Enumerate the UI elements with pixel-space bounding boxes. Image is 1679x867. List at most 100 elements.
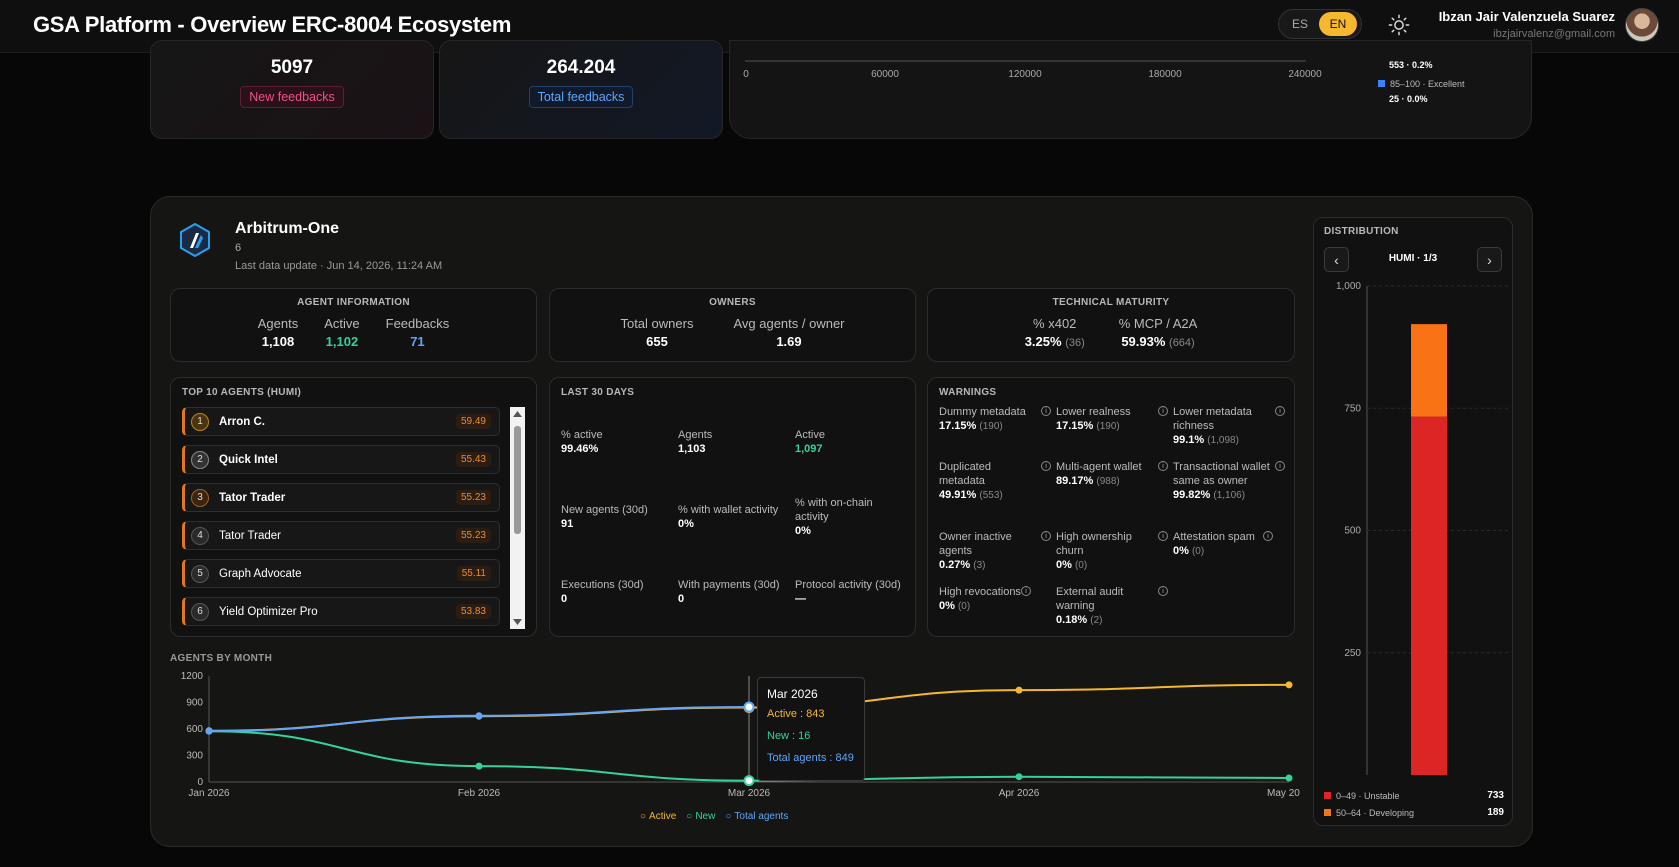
warning-count: (553) [979,490,1003,501]
avatar[interactable] [1625,8,1659,42]
metric-value: 0% [795,525,811,537]
info-icon[interactable]: i [1275,461,1285,471]
warning-value: 0% [939,600,955,612]
info-icon[interactable]: i [1041,461,1051,471]
distribution-panel: DISTRIBUTION ‹ HUMI · 1/3 › 250 500 750 1,0… [1313,217,1513,826]
warning-label: Transactional wallet same as owner [1173,461,1270,487]
warning-label: Multi-agent wallet [1056,461,1142,473]
feedbacks-label: Feedbacks [385,316,450,331]
x402-count: (36) [1065,337,1085,349]
data-point [743,701,755,713]
language-toggle[interactable]: ES EN [1278,9,1362,39]
hist-tick: 120000 [1008,69,1042,80]
agent-row[interactable]: 3 Tator Trader 55.23 [182,483,500,512]
warning-cell: High ownership churn i 0% (0) [1056,530,1168,571]
warning-cell: Dummy metadata i 17.15% (190) [939,405,1051,432]
warning-cell: High revocations i 0% (0) [939,585,1051,612]
warning-value: 17.15% [939,420,977,432]
warning-count: (190) [1096,421,1120,432]
data-point [475,712,483,720]
rank-badge: 3 [191,488,209,507]
agent-name: Arron C. [219,415,265,428]
y-tick-label: 0 [197,777,203,788]
agent-row[interactable]: 6 Yield Optimizer Pro 53.83 [182,597,500,626]
agent-score: 53.83 [455,604,491,619]
metric-value: 0 [561,593,568,605]
x-tick-label: Feb 2026 [458,788,501,799]
info-icon[interactable]: i [1263,531,1273,541]
agents-value: 1,108 [261,334,295,349]
agent-row[interactable]: 4 Tator Trader 55.23 [182,521,500,550]
info-icon[interactable]: i [1041,406,1051,416]
legend-new[interactable]: ○ New [686,811,716,822]
metric-value: 1,097 [795,443,823,455]
scrollbar-thumb[interactable] [514,426,521,534]
chevron-left-icon[interactable]: ‹ [1324,247,1349,272]
app-title: GSA Platform - Overview ERC-8004 Ecosyst… [33,12,512,37]
chevron-right-icon[interactable]: › [1477,247,1502,272]
warning-label: Dummy metadata [939,406,1026,418]
legend-active[interactable]: ○ Active [640,811,677,822]
agents-by-month-title: AGENTS BY MONTH [170,653,273,664]
info-icon[interactable]: i [1158,461,1168,471]
legend-total[interactable]: ○ Total agents [725,811,789,822]
sun-icon[interactable] [1388,14,1410,36]
y-tick-label: 500 [1344,526,1361,537]
y-tick-label: 750 [1344,403,1361,414]
agent-name: Quick Intel [219,453,278,466]
warning-label: High ownership churn [1056,531,1132,557]
agent-name: Yield Optimizer Pro [219,605,318,618]
info-icon[interactable]: i [1275,406,1285,416]
info-icon[interactable]: i [1158,586,1168,596]
warning-label: Owner inactive agents [939,531,1012,557]
panel-title: WARNINGS [939,387,997,398]
lang-en-button[interactable]: EN [1319,12,1357,36]
active-label: Active [324,316,360,331]
active-value: 1,102 [325,334,359,349]
panel-title: AGENT INFORMATION [297,297,410,308]
info-icon[interactable]: i [1021,586,1031,596]
info-icon[interactable]: i [1158,406,1168,416]
tooltip-title: Mar 2026 [767,687,818,701]
distribution-nav-label: HUMI · 1/3 [1388,253,1438,264]
hist-tick: 180000 [1148,69,1182,80]
dist-legend-item: 50–64 · Developing 189 [1324,807,1504,818]
total-owners-label: Total owners [620,316,694,331]
metric-value: 0 [678,593,685,605]
owners-panel: OWNERS Total owners 655 Avg agents / owne… [549,288,916,362]
agent-score: 55.43 [455,452,491,467]
metric-cell: % with wallet activity 0% [678,503,796,530]
mcp-count: (664) [1169,337,1195,349]
agent-name: Tator Trader [219,529,281,542]
warning-count: (0) [1191,546,1205,557]
agent-row[interactable]: 2 Quick Intel 55.43 [182,445,500,474]
arbitrum-logo-icon [180,223,210,257]
tooltip-active: Active : 843 [767,708,825,720]
agent-name: Tator Trader [219,491,286,504]
chart-legend: ○ Active ○ New ○ Total agents [640,811,788,822]
chain-name: Arbitrum-One [235,220,339,237]
rank-badge: 2 [191,450,209,469]
y-tick-label: 1200 [181,671,204,682]
x-tick-label: Jan 2026 [188,788,230,799]
new-feedbacks-label: New feedbacks [240,86,344,108]
warning-value: 17.15% [1056,420,1094,432]
warning-count: (1,098) [1207,435,1239,446]
info-icon[interactable]: i [1158,531,1168,541]
mcp-label: % MCP / A2A [1118,316,1198,331]
metric-label: New agents (30d) [561,504,648,516]
agent-score: 59.49 [455,414,491,429]
info-icon[interactable]: i [1041,531,1051,541]
metric-cell: % active 99.46% [561,428,679,455]
agents-by-month-chart[interactable]: 0 300 600 900 1200 Jan 2026 Feb 2026 Mar 2026 Ap… [170,666,1300,836]
hist-legend-swatch [1378,80,1385,87]
warning-cell: Lower realness i 17.15% (190) [1056,405,1168,432]
lang-es-button[interactable]: ES [1291,17,1308,31]
total-owners-value: 655 [646,334,668,349]
agent-row[interactable]: 5 Graph Advocate 55.11 [182,559,500,588]
agent-row[interactable]: 1 Arron C. 59.49 [182,407,500,436]
warning-count: (1,106) [1213,490,1246,501]
histogram-card: 0 60000 120000 180000 240000 553 · 0.2% … [729,40,1532,139]
hist-legend-label: 85–100 · Excellent [1390,79,1465,89]
data-point [475,762,483,770]
